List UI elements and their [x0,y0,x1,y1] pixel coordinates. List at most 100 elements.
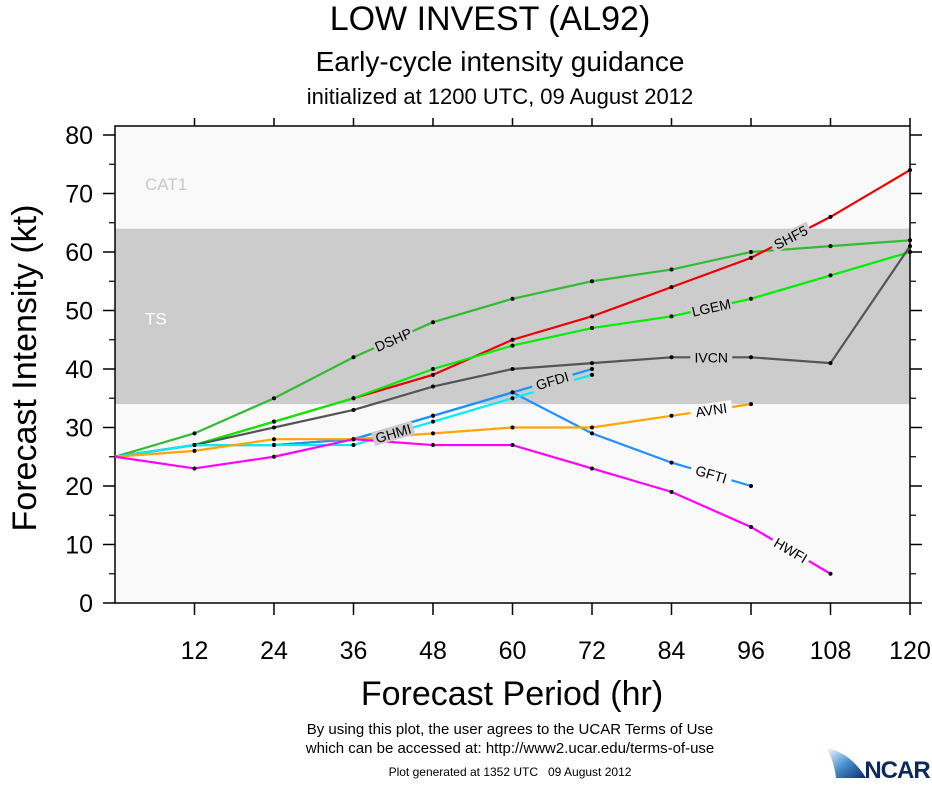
data-point [749,524,753,529]
series-label-gap [769,533,813,568]
data-point [908,238,912,243]
series-label-ivcn: IVCN [695,349,728,365]
data-point [749,484,753,488]
y-tick-label: 70 [65,181,93,209]
data-point [192,466,197,471]
data-point [908,168,912,173]
data-point [669,285,674,290]
x-tick-label: 36 [340,637,368,665]
data-point [351,355,356,360]
series-label-group: IVCN [690,349,733,365]
data-point [431,443,435,448]
x-tick-label: 108 [810,637,852,665]
band-label-cat1: CAT1 [145,175,187,194]
data-point [431,384,435,389]
data-point [351,443,356,448]
data-point [351,407,356,412]
x-tick-label: 60 [499,637,527,665]
series-label-gap [371,324,416,355]
data-point [272,443,276,448]
data-point [669,489,674,494]
band-ts [115,228,910,405]
data-point [828,273,833,278]
ncar-logo: NCAR [826,748,931,784]
series-label-gap [371,420,416,446]
data-point [590,367,594,371]
data-point [590,326,594,331]
data-point [272,454,276,459]
data-point [192,431,197,436]
data-point [590,466,594,471]
data-point [590,425,594,430]
data-point [828,361,833,366]
data-point [431,320,435,325]
data-point [749,355,753,360]
data-point [510,296,515,301]
x-tick-label: 12 [181,637,209,665]
series-label-gap [530,368,575,394]
data-point [510,396,515,401]
data-point [590,361,594,366]
series-label-gap [689,296,734,319]
data-point [351,437,356,442]
series-label-gap [689,399,734,420]
data-point [272,437,276,442]
y-tick-label: 50 [65,298,93,326]
data-point [749,255,753,260]
series-ghmi [114,372,594,458]
band-label-ts: TS [145,309,167,328]
y-tick-label: 10 [65,532,93,560]
data-point [510,425,515,430]
series-label-gap [690,350,733,365]
data-point [272,396,276,401]
data-point [669,460,674,465]
data-point [431,367,435,371]
data-point [669,355,674,360]
x-tick-label: 96 [737,637,765,665]
y-tick-label: 30 [65,415,93,443]
data-point [272,425,276,430]
y-tick-label: 40 [65,356,93,384]
y-tick-label: 60 [65,239,93,267]
y-tick-label: 20 [65,473,93,501]
chart-title: LOW INVEST (AL92) [330,0,651,38]
data-point [590,314,594,319]
data-point [749,402,753,407]
x-tick-label: 120 [889,637,931,665]
data-point [908,244,912,249]
ncar-logo-text: NCAR [864,757,930,780]
y-axis-label: Forecast Intensity (kt) [6,205,44,532]
chart-subtitle: Early-cycle intensity guidance [316,46,685,77]
data-point [828,571,833,576]
x-tick-label: 48 [419,637,447,665]
data-point [828,214,833,219]
y-tick-label: 0 [79,590,93,618]
data-point [510,367,515,371]
data-point [192,448,197,453]
data-point [192,443,197,448]
series-label-gap [768,221,813,254]
series-label-group: AVNI [689,399,734,420]
generated-time: Plot generated at 1352 UTC 09 August 201… [389,765,632,779]
x-tick-label: 84 [658,637,686,665]
series-line-hwfi [114,438,832,575]
data-point [669,413,674,418]
series-ivcn [114,244,912,458]
data-point [510,443,515,448]
series-hwfi [114,437,833,576]
data-point [669,314,674,319]
data-point [828,244,833,249]
band-cat1 [115,129,910,229]
data-point [431,372,435,377]
data-point [590,279,594,284]
data-point [669,267,674,272]
y-tick-label: 80 [65,122,93,150]
data-point [749,296,753,301]
data-point [510,390,515,395]
data-point [590,431,594,436]
series-label-avni: AVNI [694,400,728,420]
data-point [908,250,912,254]
data-point [749,250,753,254]
data-point [431,431,435,436]
